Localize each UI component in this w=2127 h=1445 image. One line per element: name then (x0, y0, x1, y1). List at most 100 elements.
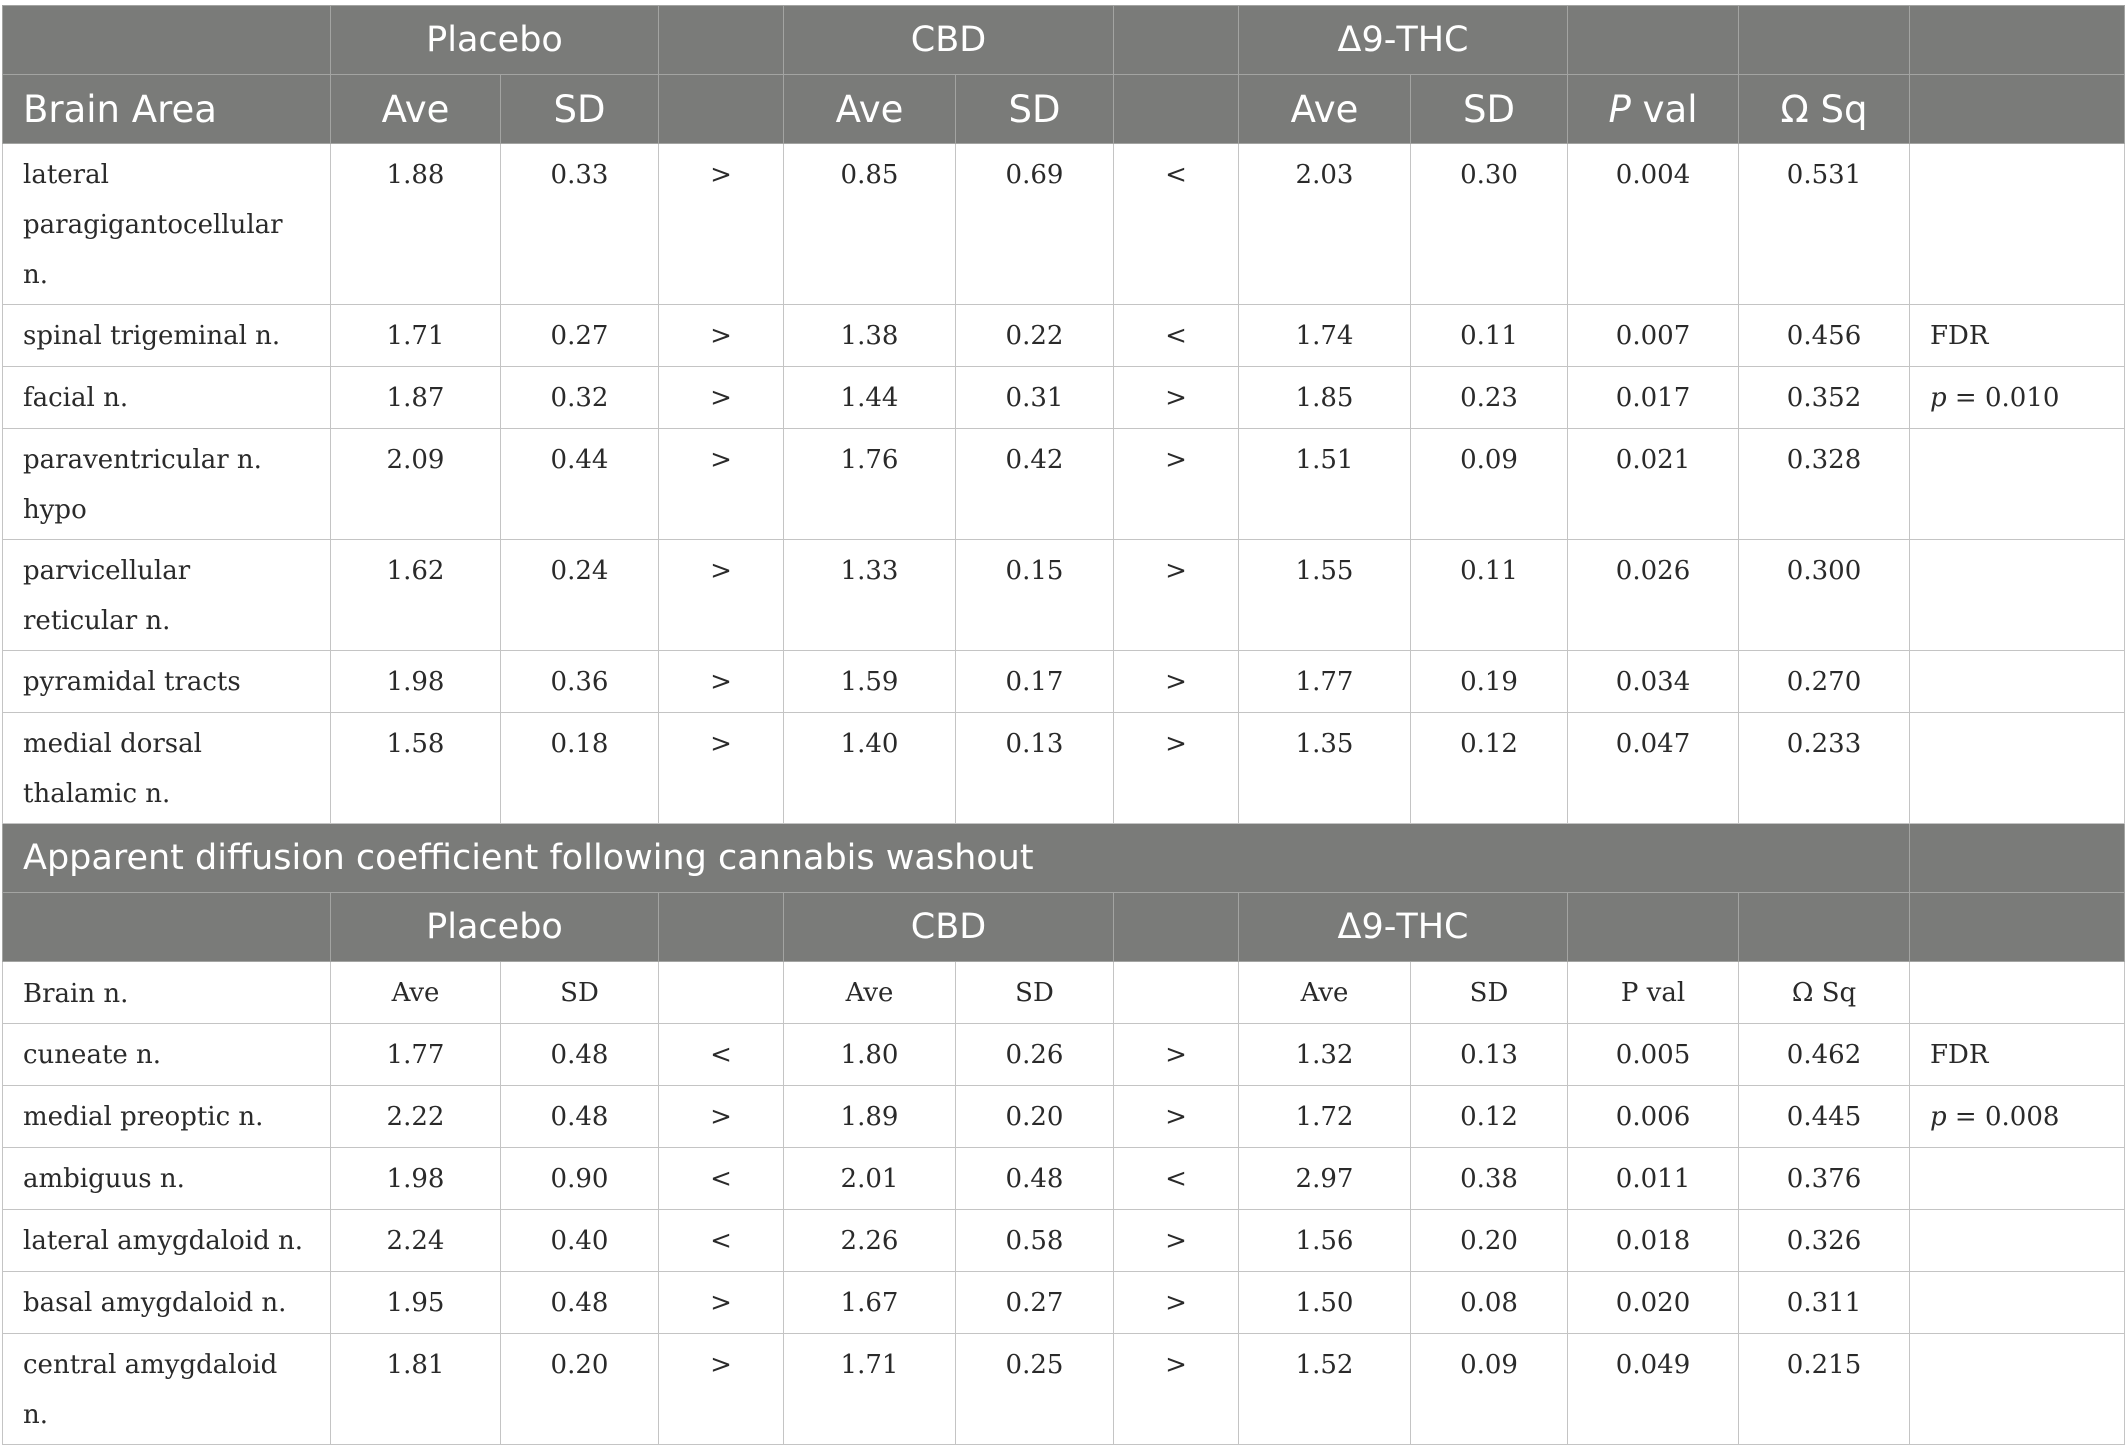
empty-header-cell (1909, 5, 2126, 75)
comparison-cell: < (1113, 304, 1239, 367)
note-cell: FDR (1909, 1023, 2126, 1086)
brain-area-cell: medial preoptic n. (2, 1085, 331, 1148)
note-cell (1909, 1209, 2126, 1272)
comparison-cell: > (658, 539, 784, 651)
comparison-cell: > (658, 143, 784, 305)
group-header-placebo: Placebo (330, 5, 659, 75)
thc-sd-header: SD (1409, 74, 1569, 144)
empty-header-cell (1113, 892, 1239, 962)
empty-header-cell (658, 5, 784, 75)
placebo-sd-cell: 0.36 (500, 650, 659, 713)
comparison-cell: > (658, 1085, 784, 1148)
placebo-sd-cell: 0.33 (500, 143, 659, 305)
p-value-header-p: P (1608, 87, 1631, 131)
thc-sd-cell: 0.23 (1409, 366, 1569, 429)
cbd-sd-header: SD (955, 74, 1114, 144)
omega-sq-cell: 0.376 (1738, 1147, 1911, 1210)
thc-ave-cell: 1.35 (1238, 712, 1411, 824)
group-header-thc: Δ9-THC (1237, 5, 1569, 75)
cbd-ave-cell: 1.71 (783, 1333, 956, 1445)
thc-ave-cell: 1.50 (1238, 1271, 1411, 1334)
table-row: ambiguus n. 1.98 0.90 <2.01 0.48 <2.97 0.38 0.0… (2, 1147, 2126, 1210)
cbd-ave-cell: 1.44 (783, 366, 956, 429)
placebo-sd-cell: 0.90 (500, 1147, 659, 1210)
section-title-row: Apparent diffusion coefficient following… (1, 823, 2126, 893)
cbd-ave-cell: 2.26 (783, 1209, 956, 1272)
comparison-cell: > (1113, 366, 1239, 429)
cbd-sd-cell: 0.58 (955, 1209, 1114, 1272)
empty-header-cell (1738, 892, 1911, 962)
group-header-thc: Δ9-THC (1237, 892, 1569, 962)
cbd-sd-cell: 0.25 (955, 1333, 1114, 1445)
comparison-cell: > (658, 712, 784, 824)
cbd-ave-cell: 1.89 (783, 1085, 956, 1148)
comparison-cell: > (1113, 428, 1239, 540)
brain-area-cell: cuneate n. (2, 1023, 331, 1086)
placebo-ave-cell: 1.77 (330, 1023, 501, 1086)
thc-ave-header: Ave (1238, 961, 1411, 1024)
table-row: medial preoptic n. 2.22 0.48 >1.89 0.20 >1.72… (2, 1085, 2126, 1148)
placebo-ave-cell: 1.88 (330, 143, 501, 305)
omega-sq-cell: 0.326 (1738, 1209, 1911, 1272)
cbd-ave-cell: 1.33 (783, 539, 956, 651)
group-header-placebo: Placebo (330, 892, 659, 962)
thc-sd-cell: 0.11 (1409, 539, 1569, 651)
column-header-row: Brain n. Ave SD Ave SD Ave SD P val Ω Sq (2, 961, 2126, 1024)
cbd-ave-cell: 1.59 (783, 650, 956, 713)
omega-sq-cell: 0.456 (1738, 304, 1911, 367)
cbd-sd-cell: 0.27 (955, 1271, 1114, 1334)
cbd-ave-cell: 1.38 (783, 304, 956, 367)
placebo-ave-cell: 2.09 (330, 428, 501, 540)
brain-area-header: Brain n. (2, 961, 331, 1024)
placebo-sd-cell: 0.48 (500, 1271, 659, 1334)
placebo-ave-cell: 1.87 (330, 366, 501, 429)
thc-sd-cell: 0.08 (1409, 1271, 1569, 1334)
note-cell (1909, 428, 2126, 540)
placebo-ave-cell: 1.58 (330, 712, 501, 824)
placebo-sd-cell: 0.40 (500, 1209, 659, 1272)
comparison-cell: > (1113, 1271, 1239, 1334)
thc-ave-cell: 2.03 (1238, 143, 1411, 305)
thc-ave-cell: 1.56 (1238, 1209, 1411, 1272)
placebo-ave-cell: 1.98 (330, 650, 501, 713)
brain-area-cell: facial n. (2, 366, 331, 429)
p-value-cell: 0.047 (1567, 712, 1740, 824)
p-value-cell: 0.007 (1567, 304, 1740, 367)
omega-sq-header: Ω Sq (1738, 961, 1911, 1024)
empty-cell (1113, 961, 1239, 1024)
p-value-cell: 0.006 (1567, 1085, 1740, 1148)
group-header-row: Placebo CBD Δ9-THC (2, 5, 2126, 75)
placebo-sd-cell: 0.48 (500, 1085, 659, 1148)
placebo-ave-cell: 1.62 (330, 539, 501, 651)
brain-area-cell: basal amygdaloid n. (2, 1271, 331, 1334)
empty-header-cell (1113, 74, 1239, 144)
thc-sd-cell: 0.38 (1409, 1147, 1569, 1210)
note-cell: p = 0.010 (1909, 366, 2126, 429)
p-value-cell: 0.021 (1567, 428, 1740, 540)
results-table: Placebo CBD Δ9-THC Brain Area Ave SD Ave SD Ave S… (1, 5, 2126, 1445)
empty-cell (658, 961, 784, 1024)
comparison-cell: > (658, 650, 784, 713)
placebo-ave-cell: 1.98 (330, 1147, 501, 1210)
p-value-cell: 0.026 (1567, 539, 1740, 651)
note-cell: p = 0.008 (1909, 1085, 2126, 1148)
p-value-header: P val (1567, 74, 1740, 144)
thc-sd-header: SD (1409, 961, 1569, 1024)
comparison-cell: < (1113, 1147, 1239, 1210)
cbd-sd-header: SD (955, 961, 1114, 1024)
comparison-cell: < (658, 1147, 784, 1210)
p-value-cell: 0.017 (1567, 366, 1740, 429)
cbd-ave-cell: 1.76 (783, 428, 956, 540)
brain-area-cell: lateral paragigantocellular n. (2, 143, 331, 305)
cbd-ave-cell: 2.01 (783, 1147, 956, 1210)
note-text: FDR (1930, 321, 1989, 351)
brain-area-cell: pyramidal tracts (2, 650, 331, 713)
note-cell (1909, 712, 2126, 824)
brain-area-cell: paraventricular n. hypo (2, 428, 331, 540)
table-row: basal amygdaloid n. 1.95 0.48 >1.67 0.27 >1.5… (2, 1271, 2126, 1334)
brain-area-cell: medial dorsal thalamic n. (2, 712, 331, 824)
comparison-cell: > (658, 1333, 784, 1445)
thc-ave-header: Ave (1238, 74, 1411, 144)
p-value-cell: 0.049 (1567, 1333, 1740, 1445)
placebo-sd-cell: 0.48 (500, 1023, 659, 1086)
